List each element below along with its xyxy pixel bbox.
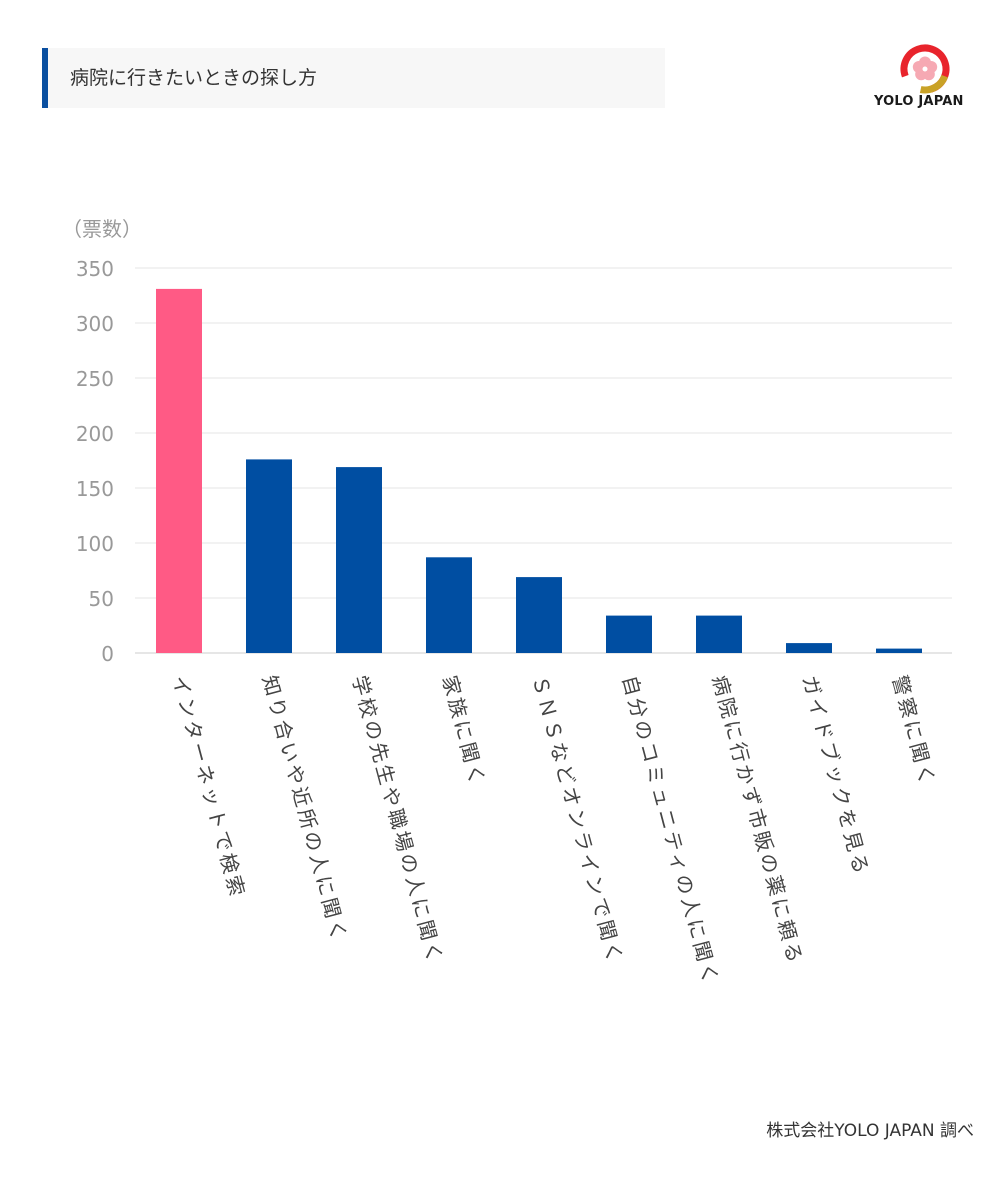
x-tick-label: 警察に聞く bbox=[887, 673, 940, 790]
y-tick-label: 50 bbox=[89, 587, 114, 611]
bar bbox=[156, 288, 202, 653]
y-tick-label: 150 bbox=[76, 477, 114, 501]
bar-chart: （票数） 0 50 100 150 200 250 300 350 インターネットで検索 知り合いや… bbox=[62, 217, 952, 989]
x-tick-label: 学校の先生や職場の人に聞く bbox=[347, 673, 448, 968]
y-tick-label: 350 bbox=[76, 257, 114, 281]
x-tick-label: 病院に行かず市販の薬に頼る bbox=[707, 673, 808, 968]
bar bbox=[696, 615, 742, 653]
source-note: 株式会社YOLO JAPAN 調べ bbox=[766, 1121, 974, 1141]
sakura-circle-icon bbox=[900, 44, 950, 94]
bar bbox=[246, 459, 292, 653]
x-tick-label: 家族に聞く bbox=[437, 673, 490, 790]
title-box: 病院に行きたいときの探し方 bbox=[42, 48, 665, 108]
y-tick-label: 0 bbox=[101, 642, 114, 666]
y-tick-label: 300 bbox=[76, 312, 114, 336]
logo-petal bbox=[912, 60, 925, 73]
y-axis-label: （票数） bbox=[62, 217, 142, 241]
bar bbox=[426, 557, 472, 653]
x-tick-label: ガイドブックを見る bbox=[797, 673, 874, 879]
bar bbox=[336, 467, 382, 653]
y-tick-label: 200 bbox=[76, 422, 114, 446]
y-tick-label: 250 bbox=[76, 367, 114, 391]
x-tick-label: 自分のコミュニティの人に聞く bbox=[617, 673, 723, 989]
y-tick-label: 100 bbox=[76, 532, 114, 556]
bar bbox=[786, 643, 832, 653]
bar bbox=[876, 648, 922, 653]
bar bbox=[606, 615, 652, 653]
x-tick-label: ＳＮＳなどオンラインで聞く bbox=[527, 673, 628, 968]
page-title: 病院に行きたいときの探し方 bbox=[70, 67, 318, 89]
bar bbox=[516, 577, 562, 653]
x-tick-label: インターネットで検索 bbox=[167, 673, 250, 901]
logo-text: YOLO JAPAN bbox=[874, 94, 964, 109]
x-tick-label: 知り合いや近所の人に聞く bbox=[257, 673, 352, 946]
yolo-japan-logo: YOLO JAPAN bbox=[860, 42, 990, 114]
